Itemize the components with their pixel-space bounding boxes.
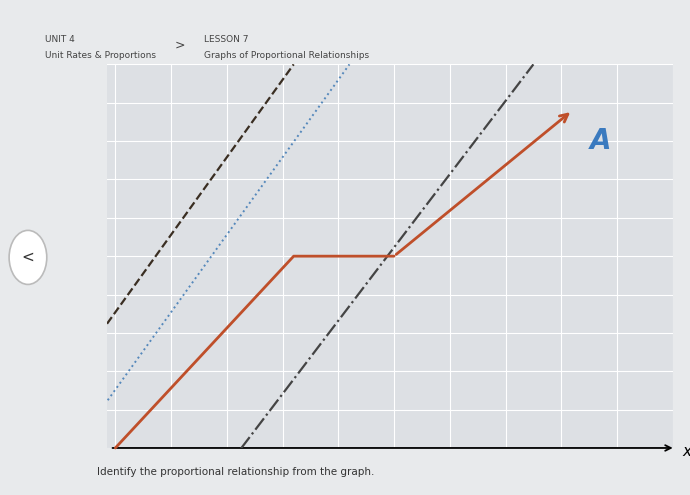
Text: Unit Rates & Proportions: Unit Rates & Proportions [45, 51, 156, 60]
Text: Identify the proportional relationship from the graph.: Identify the proportional relationship f… [97, 467, 374, 477]
Text: Graphs of Proportional Relationships: Graphs of Proportional Relationships [204, 51, 368, 60]
Text: <: < [21, 250, 34, 265]
Text: A: A [589, 127, 611, 155]
Text: x: x [683, 444, 690, 458]
Circle shape [9, 230, 47, 285]
Text: LESSON 7: LESSON 7 [204, 36, 248, 45]
Text: >: > [174, 38, 185, 51]
Text: UNIT 4: UNIT 4 [45, 36, 75, 45]
